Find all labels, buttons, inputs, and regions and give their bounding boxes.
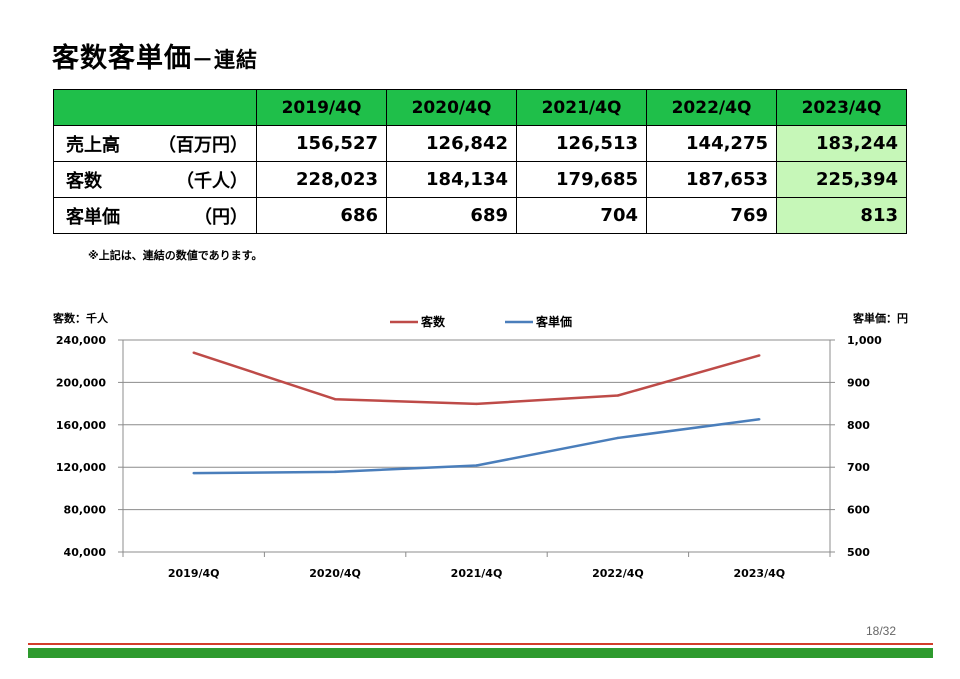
table-cell: 126,513 — [516, 125, 647, 162]
table-cell: 704 — [516, 197, 647, 234]
y-tick-label-left: 160,000 — [56, 419, 106, 432]
table-note: ※上記は、連結の数値であります。 — [88, 249, 263, 262]
table-cell: 228,023 — [256, 161, 387, 198]
table-cell-highlight: 183,244 — [776, 125, 907, 162]
column-header: 2019/4Q — [256, 89, 387, 126]
data-point — [475, 464, 478, 467]
table-corner — [53, 89, 257, 126]
y-tick-label-right: 1,000 — [847, 334, 882, 347]
table-cell: 689 — [386, 197, 517, 234]
y-tick-label-left: 240,000 — [56, 334, 106, 347]
table-header-row: 2019/4Q 2020/4Q 2021/4Q 2022/4Q 2023/4Q — [53, 89, 907, 126]
data-point — [758, 354, 761, 357]
kpi-table: 2019/4Q 2020/4Q 2021/4Q 2022/4Q 2023/4Q … — [53, 89, 907, 234]
table-cell: 144,275 — [646, 125, 777, 162]
table-row: 客数 （千人） 228,023 184,134 179,685 187,653 2… — [53, 161, 907, 198]
y-tick-label-right: 500 — [847, 546, 870, 559]
page-title-sub: －連結 — [192, 48, 258, 72]
table-row: 売上高 （百万円） 156,527 126,842 126,513 144,275… — [53, 125, 907, 162]
x-tick-label: 2019/4Q — [168, 567, 220, 580]
line-chart: 240,000 1,000 200,000 900 160,000 800 120,000 7… — [52, 311, 908, 580]
table-cell: 156,527 — [256, 125, 387, 162]
data-point — [333, 470, 337, 474]
page-title: 客数客単価－連結 — [52, 36, 258, 75]
row-label: 客単価 （円） — [53, 197, 257, 234]
footer-green-bar — [28, 648, 933, 658]
x-tick-label: 2021/4Q — [451, 567, 503, 580]
table-cell-highlight: 813 — [776, 197, 907, 234]
table-row: 客単価 （円） 686 689 704 769 813 — [53, 197, 907, 234]
legend-label: 客数 — [420, 314, 446, 329]
y-tick-label-right: 700 — [847, 461, 870, 474]
row-unit: （円） — [194, 206, 248, 228]
data-point — [192, 351, 195, 354]
column-header: 2023/4Q — [776, 89, 907, 126]
y-tick-label-right: 600 — [847, 504, 870, 517]
table-cell: 686 — [256, 197, 387, 234]
row-label-text: 客数 — [66, 170, 102, 192]
row-label-text: 売上高 — [66, 134, 120, 156]
row-label-text: 客単価 — [66, 206, 120, 228]
column-header: 2020/4Q — [386, 89, 517, 126]
y-tick-label-right: 900 — [847, 376, 870, 389]
y-axis-title-left: 客数：千人 — [52, 311, 109, 325]
data-point — [333, 398, 337, 401]
legend-label: 客単価 — [535, 314, 572, 329]
y-axis-title-right: 客単価：円 — [852, 311, 908, 325]
column-header: 2022/4Q — [646, 89, 777, 126]
row-label: 客数 （千人） — [53, 161, 257, 198]
row-unit: （千人） — [176, 170, 248, 192]
page-title-main: 客数客単価 — [52, 43, 192, 74]
y-tick-label-left: 40,000 — [64, 546, 107, 559]
table-cell: 187,653 — [646, 161, 777, 198]
x-tick-label: 2022/4Q — [592, 567, 644, 580]
y-tick-label-left: 120,000 — [56, 461, 106, 474]
y-tick-label-right: 800 — [847, 419, 870, 432]
table-cell: 179,685 — [516, 161, 647, 198]
row-unit: （百万円） — [158, 134, 248, 156]
series-line-customers — [193, 351, 760, 406]
x-tick-label: 2023/4Q — [733, 567, 785, 580]
data-point — [192, 471, 195, 475]
row-label: 売上高 （百万円） — [53, 125, 257, 162]
table-cell: 184,134 — [386, 161, 517, 198]
table-cell-highlight: 225,394 — [776, 161, 907, 198]
data-point — [616, 394, 620, 397]
table-cell: 769 — [646, 197, 777, 234]
column-header: 2021/4Q — [516, 89, 647, 126]
footer-red-line — [28, 643, 933, 645]
y-tick-label-left: 80,000 — [64, 504, 107, 517]
table-cell: 126,842 — [386, 125, 517, 162]
y-tick-label-left: 200,000 — [56, 376, 106, 389]
x-tick-label: 2020/4Q — [309, 567, 361, 580]
data-point — [758, 418, 761, 421]
page-number: 18/32 — [866, 624, 897, 638]
data-point — [475, 402, 478, 406]
data-point — [616, 436, 620, 440]
